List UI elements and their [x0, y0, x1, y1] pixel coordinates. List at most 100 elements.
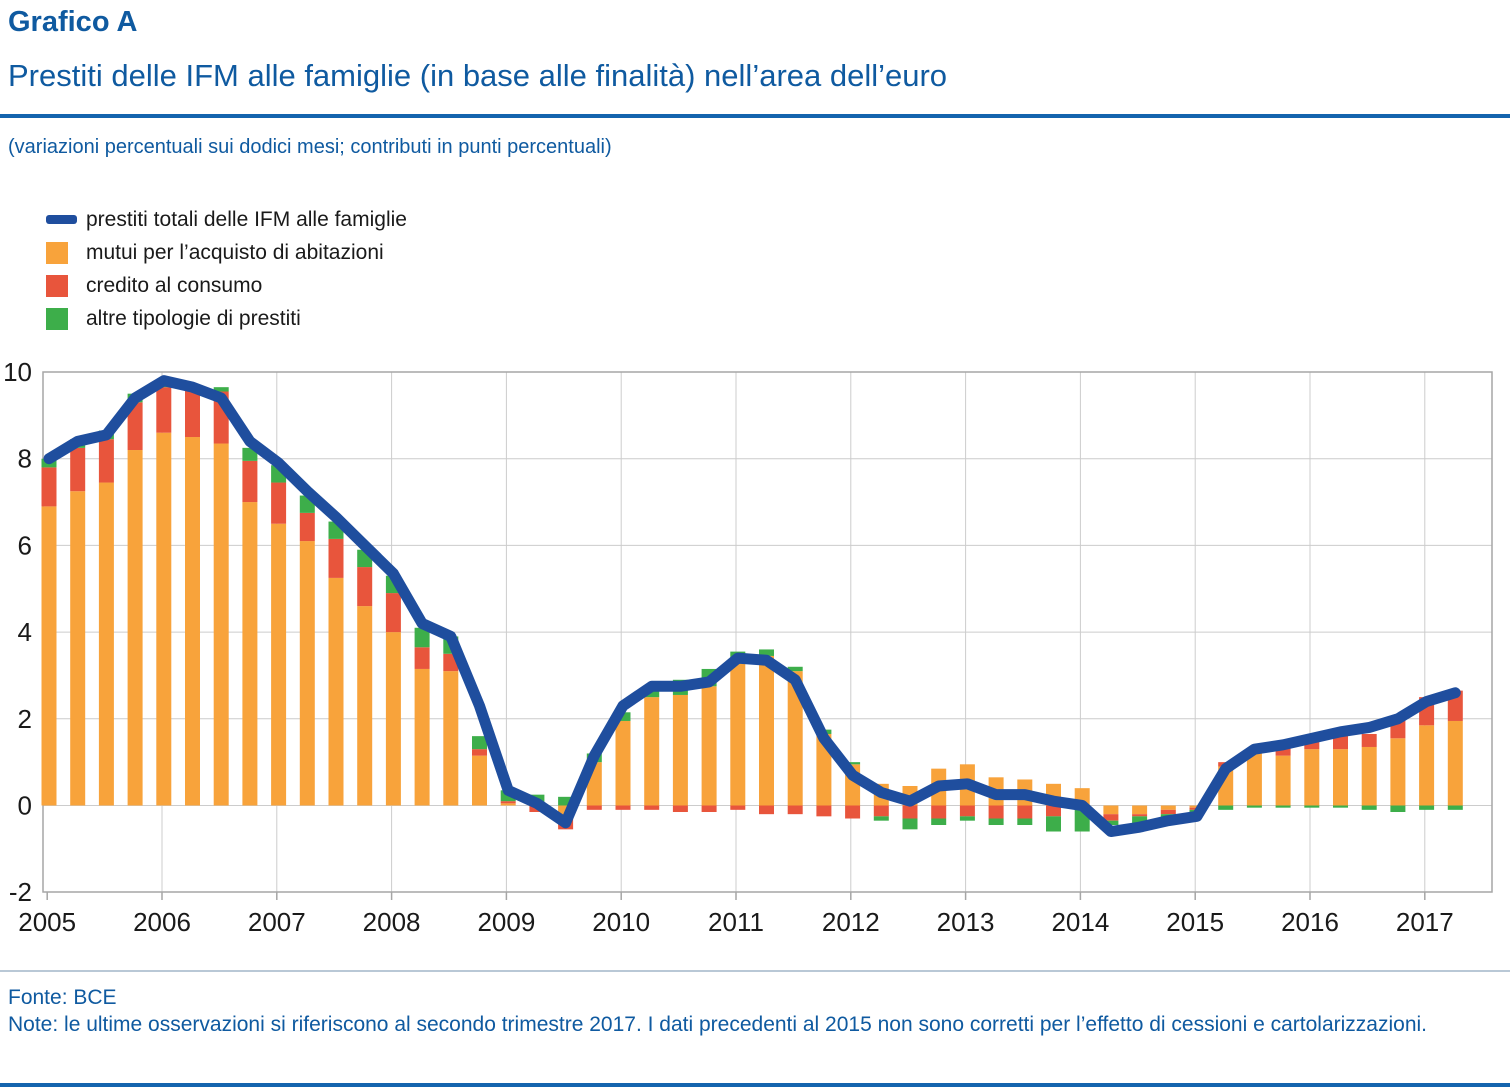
- bar-segment: [242, 447, 258, 461]
- x-axis-label: 2005: [18, 907, 76, 937]
- y-axis-label: 8: [18, 444, 32, 474]
- bar-segment: [357, 606, 373, 806]
- bar-segment: [213, 387, 229, 392]
- bar-segment: [1361, 805, 1377, 810]
- legend-label: prestiti totali delle IFM alle famiglie: [86, 207, 407, 231]
- bar-segment: [414, 627, 430, 648]
- bar-segment: [816, 805, 832, 817]
- x-axis-label: 2013: [937, 907, 995, 937]
- bar-segment: [98, 482, 114, 806]
- bar-segment: [1017, 818, 1033, 826]
- bar-segment: [586, 805, 602, 810]
- x-axis-label: 2012: [822, 907, 880, 937]
- legend: prestiti totali delle IFM alle famiglie …: [46, 203, 407, 335]
- bar-segment: [1361, 746, 1377, 806]
- bar-segment: [1390, 738, 1406, 806]
- bar-segment: [127, 450, 143, 806]
- bar-segment: [385, 632, 401, 806]
- y-axis-label: 10: [3, 357, 32, 387]
- bar-segment: [759, 805, 774, 815]
- x-axis-label: 2016: [1281, 907, 1339, 937]
- bar-segment: [472, 755, 487, 806]
- bar-segment: [1132, 814, 1148, 817]
- bar-segment: [1275, 805, 1291, 808]
- footer-rule: [0, 970, 1510, 972]
- bar-segment: [1275, 755, 1291, 806]
- bar-segment: [730, 805, 746, 810]
- bar-segment: [902, 805, 918, 819]
- bar-segment: [472, 749, 487, 756]
- bar-segment: [644, 697, 660, 806]
- bar-segment: [271, 523, 287, 806]
- bar-segment: [931, 805, 947, 819]
- bar-segment: [1132, 805, 1148, 815]
- bar-segment: [1160, 805, 1176, 810]
- bar-segment: [1017, 805, 1033, 819]
- y-axis-label: 2: [18, 704, 32, 734]
- x-axis-label: 2006: [133, 907, 191, 937]
- bar-segment: [185, 437, 200, 806]
- x-axis-label: 2014: [1051, 907, 1109, 937]
- bar-segment: [1132, 816, 1148, 826]
- bar-segment: [759, 655, 774, 806]
- bar-segment: [414, 647, 430, 669]
- chart-kicker: Grafico A: [8, 6, 138, 38]
- x-axis-label: 2011: [708, 907, 764, 937]
- bar-segment: [845, 805, 861, 819]
- bar-segment: [1419, 805, 1435, 810]
- bar-segment: [271, 482, 287, 524]
- consumer-swatch-icon: [46, 274, 68, 297]
- bar-segment: [242, 502, 258, 806]
- legend-label: credito al consumo: [86, 273, 263, 297]
- bar-segment: [472, 736, 487, 750]
- bar-segment: [385, 593, 401, 633]
- bar-segment: [1046, 805, 1061, 817]
- bar-segment: [873, 805, 889, 817]
- bar-segment: [299, 512, 315, 542]
- bar-segment: [41, 467, 57, 507]
- bottom-rule: [0, 1083, 1510, 1087]
- legend-label: altre tipologie di prestiti: [86, 306, 301, 330]
- bar-segment: [299, 541, 315, 806]
- chart-subtitle: (variazioni percentuali sui dodici mesi;…: [8, 136, 612, 158]
- bar-segment: [931, 818, 947, 826]
- bar-segment: [1333, 749, 1348, 806]
- bar-segment: [443, 671, 459, 806]
- bar-segment: [959, 816, 975, 821]
- bar-segment: [242, 460, 258, 503]
- bar-segment: [644, 805, 660, 810]
- bar-segment: [1304, 805, 1320, 808]
- bar-segment: [1304, 749, 1320, 806]
- bar-segment: [213, 443, 229, 806]
- bar-segment: [357, 567, 373, 607]
- total-loans-line: [43, 375, 1461, 838]
- bar-segment: [500, 803, 516, 806]
- bar-segment: [615, 805, 631, 810]
- bar-segment: [1160, 809, 1176, 815]
- housing-swatch-icon: [46, 241, 68, 264]
- methodology-note: Note: le ultime osservazioni si riferisc…: [8, 1013, 1428, 1036]
- bar-segment: [845, 762, 861, 765]
- bar-segment: [730, 662, 746, 806]
- other-swatch-icon: [46, 307, 68, 330]
- x-axis-label: 2008: [363, 907, 421, 937]
- bar-segment: [500, 801, 516, 804]
- bar-segment: [558, 796, 574, 806]
- bar-segment: [672, 694, 688, 806]
- bar-segment: [1218, 805, 1234, 810]
- bar-segment: [615, 720, 631, 806]
- bar-segment: [156, 432, 172, 806]
- bar-segment: [41, 506, 57, 806]
- bar-segment: [701, 686, 717, 806]
- bar-segment: [1447, 720, 1463, 806]
- bar-segment: [988, 818, 1004, 826]
- legend-label: mutui per l’acquisto di abitazioni: [86, 240, 384, 264]
- bar-segment: [1447, 805, 1463, 810]
- y-axis-label: -2: [9, 877, 32, 907]
- bar-segment: [1246, 805, 1262, 808]
- bar-segment: [1390, 805, 1406, 813]
- bar-segment: [902, 818, 918, 830]
- x-axis-label: 2007: [248, 907, 306, 937]
